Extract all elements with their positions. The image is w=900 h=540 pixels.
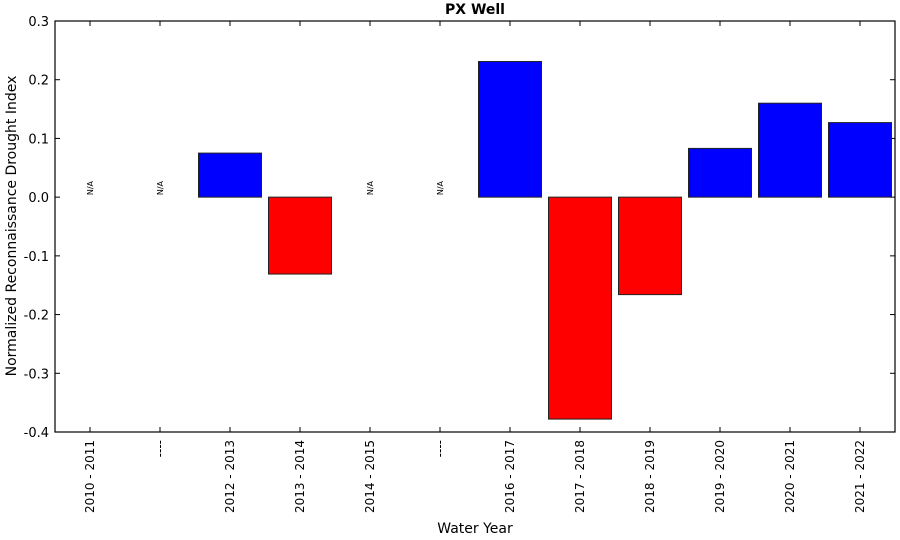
bar [548,196,612,420]
na-label: N/A [86,180,95,195]
y-tick-label: 0.0 [28,191,49,206]
x-tick-label: 2018 - 2019 [643,440,657,513]
na-label: N/A [436,180,445,195]
x-tick-label: 2020 - 2021 [783,440,797,513]
plot-frame [54,20,896,433]
bar [198,152,262,198]
x-tick-label: 2013 - 2014 [293,440,307,513]
x-tick-label: 2014 - 2015 [363,440,377,513]
y-tick-label: -0.4 [24,426,49,441]
x-tick-label: ---- [153,440,167,457]
bar [478,61,542,198]
x-tick-label: 2016 - 2017 [503,440,517,513]
na-label: N/A [156,180,165,195]
bar [618,196,682,296]
bar [268,196,332,275]
x-tick-label: 2019 - 2020 [713,440,727,513]
y-axis-label: Normalized Reconnaissance Drought Index [4,76,20,377]
x-tick-label: 2017 - 2018 [573,440,587,513]
y-tick-label: -0.1 [24,250,49,265]
y-tick-label: -0.2 [24,309,49,324]
bar [688,147,752,198]
y-tick-label: -0.3 [24,367,49,382]
chart-title: PX Well [445,2,505,18]
bar [758,102,822,198]
na-label: N/A [366,180,375,195]
x-tick-label: 2021 - 2022 [853,440,867,513]
y-tick-label: 0.2 [28,74,49,89]
x-axis-label: Water Year [437,521,513,537]
y-tick-label: 0.1 [28,132,49,147]
x-tick-label: ---- [433,440,447,457]
bar [828,122,892,198]
y-tick-label: 0.3 [28,15,49,30]
x-tick-label: 2012 - 2013 [223,440,237,513]
x-tick-label: 2010 - 2011 [83,440,97,513]
